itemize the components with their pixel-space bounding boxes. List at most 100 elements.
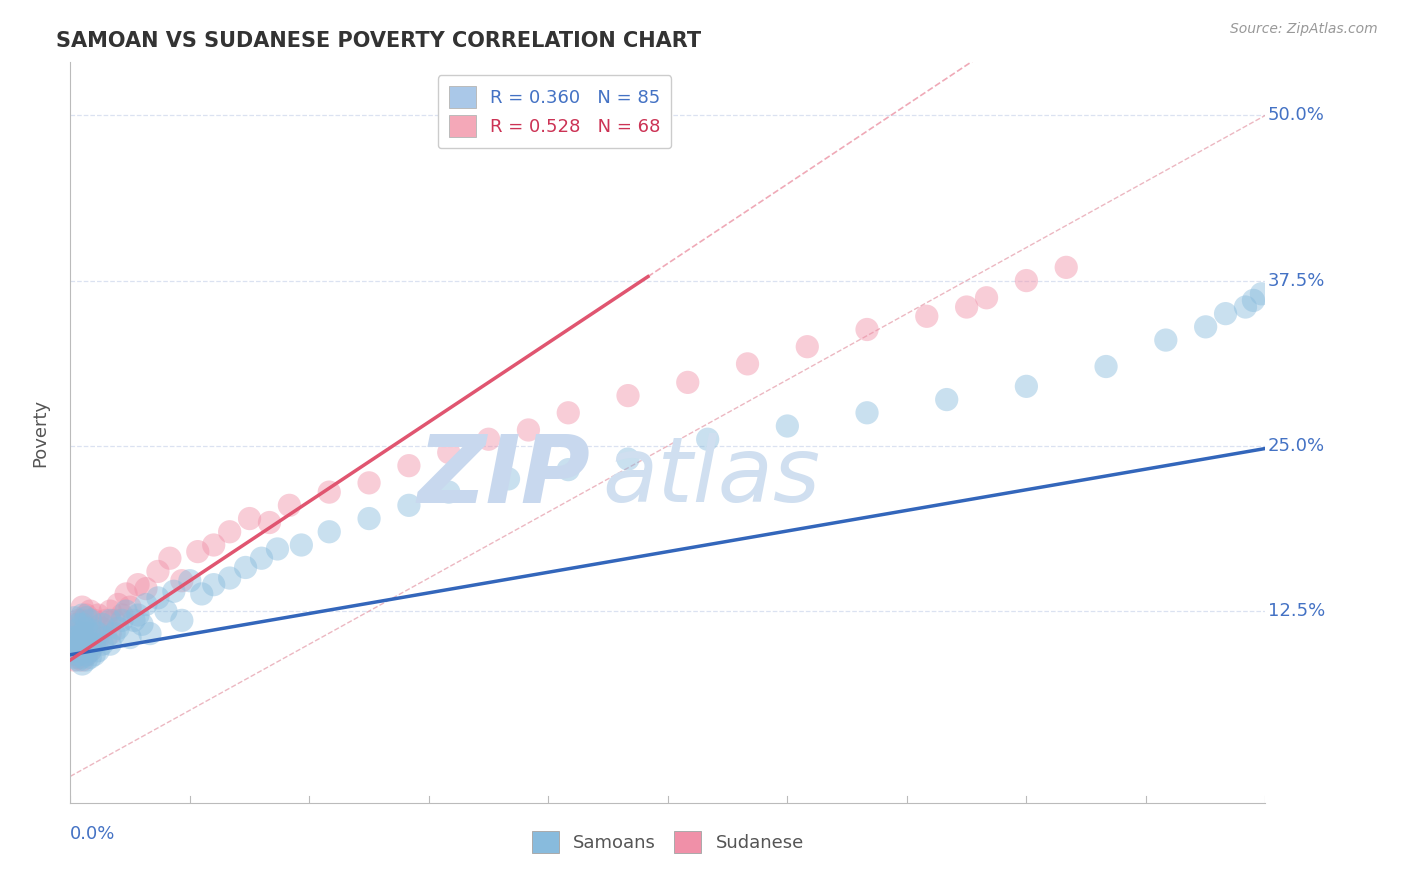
Point	[617, 452, 640, 467]
Point	[956, 300, 979, 314]
Point	[67, 617, 90, 632]
Point	[67, 650, 90, 665]
Point	[91, 617, 114, 632]
Point	[796, 340, 818, 354]
Point	[70, 650, 93, 665]
Point	[170, 574, 193, 588]
Point	[676, 376, 699, 390]
Point	[67, 631, 90, 645]
Point	[120, 600, 141, 615]
Point	[75, 608, 97, 623]
Point	[87, 626, 110, 640]
Point	[856, 322, 879, 336]
Text: 12.5%: 12.5%	[1268, 602, 1324, 620]
Point	[75, 631, 97, 645]
Text: 0.0%: 0.0%	[70, 825, 115, 843]
Point	[259, 516, 281, 530]
Point	[250, 551, 273, 566]
Point	[63, 650, 86, 665]
Point	[70, 637, 93, 651]
Point	[70, 626, 93, 640]
Point	[163, 584, 186, 599]
Point	[67, 648, 90, 662]
Point	[1234, 300, 1257, 314]
Point	[617, 389, 640, 403]
Point	[79, 637, 101, 651]
Point	[1054, 260, 1077, 275]
Point	[70, 631, 93, 645]
Point	[146, 565, 169, 579]
Point	[398, 458, 420, 473]
Point	[98, 637, 121, 651]
Point	[75, 611, 97, 625]
Point	[96, 613, 117, 627]
Point	[79, 644, 101, 658]
Point	[1195, 319, 1218, 334]
Point	[75, 640, 97, 654]
Text: Source: ZipAtlas.com: Source: ZipAtlas.com	[1230, 22, 1378, 37]
Point	[70, 613, 93, 627]
Point	[202, 538, 225, 552]
Point	[557, 462, 579, 476]
Legend: Samoans, Sudanese: Samoans, Sudanese	[524, 824, 811, 861]
Point	[63, 611, 86, 625]
Point	[70, 644, 93, 658]
Point	[1243, 293, 1265, 308]
Point	[1215, 307, 1237, 321]
Point	[239, 511, 262, 525]
Point	[127, 577, 149, 591]
Point	[70, 653, 93, 667]
Point	[1154, 333, 1177, 347]
Point	[83, 624, 105, 638]
Point	[856, 406, 879, 420]
Point	[115, 604, 138, 618]
Point	[70, 600, 93, 615]
Point	[318, 485, 340, 500]
Point	[107, 598, 129, 612]
Point	[103, 626, 125, 640]
Point	[278, 499, 301, 513]
Point	[70, 657, 93, 671]
Point	[359, 475, 381, 490]
Point	[67, 613, 90, 627]
Point	[557, 406, 579, 420]
Point	[1015, 274, 1038, 288]
Point	[70, 644, 93, 658]
Point	[69, 637, 91, 651]
Point	[63, 644, 86, 658]
Point	[69, 637, 91, 651]
Point	[776, 419, 799, 434]
Point	[155, 604, 177, 618]
Text: ZIP: ZIP	[418, 431, 591, 523]
Point	[63, 653, 86, 667]
Point	[127, 608, 149, 623]
Point	[63, 648, 86, 662]
Point	[91, 637, 114, 651]
Point	[65, 640, 87, 654]
Point	[63, 637, 86, 651]
Point	[187, 544, 209, 558]
Point	[91, 621, 114, 635]
Point	[79, 604, 101, 618]
Point	[517, 423, 540, 437]
Point	[79, 613, 101, 627]
Point	[1095, 359, 1118, 374]
Point	[87, 644, 110, 658]
Point	[359, 511, 381, 525]
Point	[131, 617, 153, 632]
Point	[65, 644, 87, 658]
Point	[87, 631, 110, 645]
Point	[96, 631, 117, 645]
Point	[139, 626, 162, 640]
Point	[67, 653, 90, 667]
Text: 50.0%: 50.0%	[1268, 106, 1324, 124]
Text: SAMOAN VS SUDANESE POVERTY CORRELATION CHART: SAMOAN VS SUDANESE POVERTY CORRELATION C…	[56, 31, 702, 51]
Point	[60, 631, 83, 645]
Point	[935, 392, 957, 407]
Point	[202, 577, 225, 591]
Point	[67, 640, 90, 654]
Point	[62, 644, 84, 658]
Point	[218, 571, 240, 585]
Point	[83, 637, 105, 651]
Point	[65, 626, 87, 640]
